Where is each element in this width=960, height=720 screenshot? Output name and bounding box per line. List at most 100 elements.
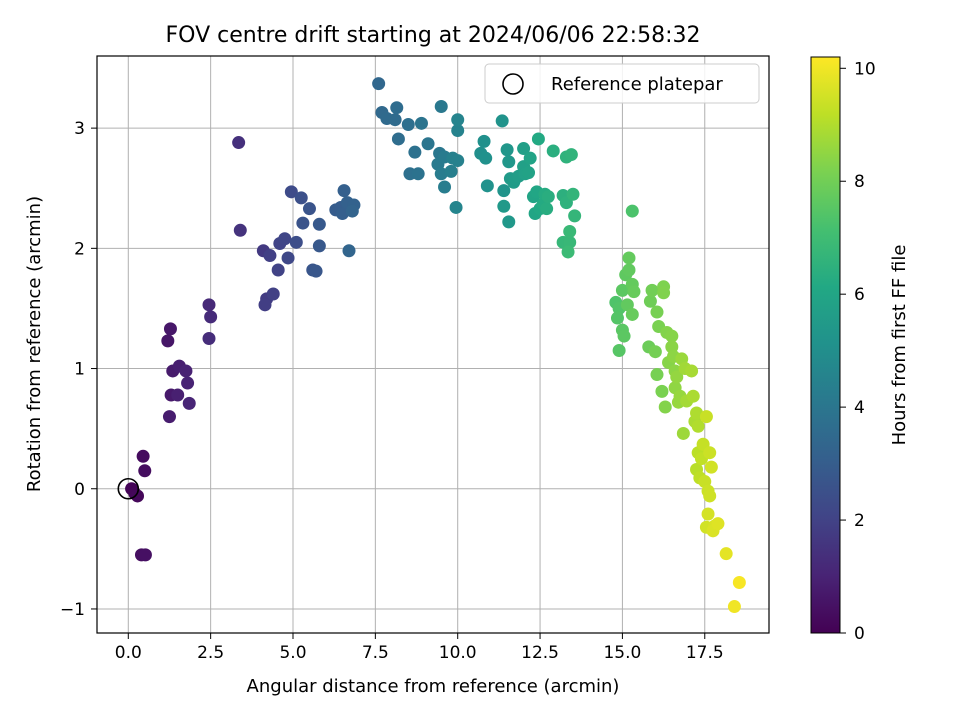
x-tick-label: 10.0 xyxy=(439,643,477,663)
scatter-point xyxy=(342,244,356,258)
scatter-point xyxy=(278,232,292,246)
colorbar-tick-label: 10 xyxy=(854,59,876,79)
scatter-point xyxy=(421,137,435,151)
scatter-point xyxy=(670,370,684,384)
scatter-point xyxy=(202,298,216,312)
scatter-point xyxy=(495,114,509,128)
scatter-point xyxy=(438,180,452,194)
scatter-point xyxy=(309,264,323,278)
x-tick-label: 2.5 xyxy=(197,643,224,663)
colorbar-tick-label: 4 xyxy=(854,398,865,418)
y-tick-label: 2 xyxy=(74,239,85,259)
scatter-point xyxy=(302,202,316,216)
scatter-point xyxy=(563,235,577,249)
scatter-point xyxy=(497,184,511,198)
scatter-point xyxy=(719,547,733,561)
scatter-point xyxy=(732,576,746,590)
scatter-point xyxy=(650,305,664,319)
scatter-point xyxy=(620,298,634,312)
scatter-point xyxy=(388,113,402,127)
scatter-point xyxy=(451,124,465,138)
scatter-point xyxy=(650,368,664,382)
colorbar-tick-label: 6 xyxy=(854,285,865,305)
scatter-point xyxy=(233,223,247,237)
y-tick-label: 3 xyxy=(74,119,85,139)
scatter-point xyxy=(163,322,177,336)
scatter-point xyxy=(690,406,704,420)
x-tick-label: 12.5 xyxy=(521,643,559,663)
scatter-point xyxy=(337,184,351,198)
scatter-point xyxy=(517,142,531,156)
scatter-point xyxy=(699,410,713,424)
scatter-point xyxy=(345,204,359,218)
legend-box xyxy=(484,63,760,104)
scatter-point xyxy=(294,191,308,205)
scatter-point xyxy=(541,190,555,204)
scatter-point xyxy=(138,548,152,562)
scatter-point xyxy=(657,286,671,300)
scatter-point xyxy=(232,136,246,150)
y-tick-label: −1 xyxy=(60,600,85,620)
data-points xyxy=(117,77,746,614)
scatter-point xyxy=(136,449,150,463)
scatter-point xyxy=(289,235,303,249)
x-tick-label: 5.0 xyxy=(279,643,306,663)
scatter-point xyxy=(182,396,196,410)
scatter-point xyxy=(284,185,298,199)
scatter-point xyxy=(522,166,536,180)
scatter-point xyxy=(479,151,493,165)
x-tick-label: 15.0 xyxy=(603,643,641,663)
scatter-point xyxy=(610,311,624,325)
scatter-point xyxy=(477,134,491,148)
x-tick-label: 7.5 xyxy=(362,643,389,663)
colorbar-tick-label: 8 xyxy=(854,172,865,192)
scatter-point xyxy=(627,285,641,299)
scatter-point xyxy=(568,209,582,223)
scatter-point xyxy=(497,199,511,213)
scatter-point xyxy=(546,144,560,158)
scatter-point xyxy=(390,101,404,115)
scatter-point xyxy=(502,215,516,229)
scatter-point xyxy=(612,344,626,358)
colorbar-tick-label: 0 xyxy=(854,624,865,644)
colorbar-bar xyxy=(810,56,841,634)
scatter-point xyxy=(449,200,463,214)
scatter-point xyxy=(271,263,285,277)
scatter-point xyxy=(701,507,715,521)
y-tick-label: 0 xyxy=(74,480,85,500)
scatter-point xyxy=(451,113,465,127)
scatter-point xyxy=(502,155,516,169)
scatter-point xyxy=(622,263,636,277)
scatter-point xyxy=(540,202,554,216)
scatter-point xyxy=(691,419,705,433)
scatter-point xyxy=(500,143,514,157)
scatter-point xyxy=(281,251,295,265)
scatter-point xyxy=(665,340,679,354)
scatter-point xyxy=(704,460,718,474)
scatter-point xyxy=(138,464,152,478)
scatter-point xyxy=(645,283,659,297)
scatter-point xyxy=(179,364,193,378)
scatter-point xyxy=(703,446,717,460)
scatter-point xyxy=(703,489,717,503)
scatter-point xyxy=(312,239,326,253)
scatter-point xyxy=(171,388,185,402)
scatter-point xyxy=(266,287,280,301)
scatter-point xyxy=(258,298,272,312)
scatter-point xyxy=(615,283,629,297)
y-axis-label: Rotation from reference (arcmin) xyxy=(24,196,45,492)
scatter-point xyxy=(161,334,175,348)
scatter-point xyxy=(411,167,425,181)
scatter-point xyxy=(263,249,277,263)
scatter-point xyxy=(181,376,195,390)
x-axis-ticks: 0.0 2.5 5.0 7.5 10.0 12.5 15.0 17.5 xyxy=(115,633,724,663)
scatter-point xyxy=(727,600,741,614)
reference-platepar-marker xyxy=(117,477,140,500)
x-tick-label: 17.5 xyxy=(686,643,724,663)
colorbar-label: Hours from first FF file xyxy=(889,245,910,446)
scatter-point xyxy=(625,307,639,321)
colorbar-tick-label: 2 xyxy=(854,511,865,531)
scatter-point xyxy=(162,410,176,424)
scatter-point xyxy=(414,116,428,130)
scatter-point xyxy=(296,216,310,230)
